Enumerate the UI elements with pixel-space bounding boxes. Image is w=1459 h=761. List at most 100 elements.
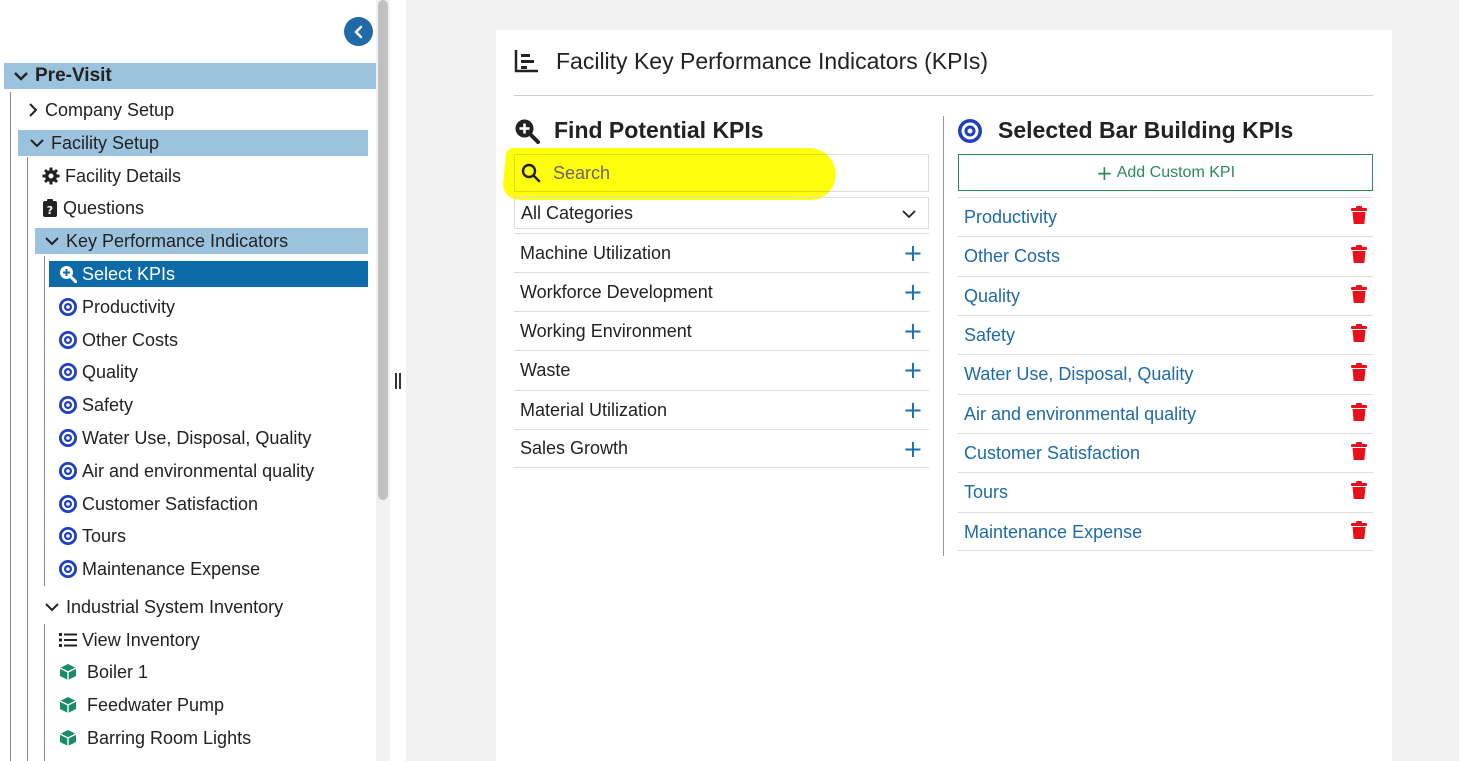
tree-line [10, 92, 11, 761]
sidebar: Pre-Visit Company Setup Facility Setup F… [0, 0, 390, 761]
nav-company-setup[interactable]: Company Setup [26, 97, 366, 123]
nav-inventory-item[interactable]: Boiler 1 [59, 659, 359, 685]
selected-kpi-row[interactable]: Water Use, Disposal, Quality [958, 354, 1373, 393]
selected-kpi-link[interactable]: Air and environmental quality [964, 403, 1197, 424]
nav-kpi-water-use[interactable]: Water Use, Disposal, Quality [59, 425, 359, 451]
nav-label: Boiler 1 [87, 661, 149, 682]
selected-kpi-link[interactable]: Productivity [964, 206, 1058, 227]
nav-label: View Inventory [82, 629, 200, 650]
title-divider [514, 95, 1373, 96]
nav-label: Feedwater Pump [87, 694, 225, 715]
nav-kpi-maintenance-expense[interactable]: Maintenance Expense [59, 556, 359, 582]
clipboard-question-icon: ? [42, 199, 58, 217]
nav-label: Facility Details [65, 165, 182, 186]
panel-splitter[interactable] [390, 0, 406, 761]
available-kpi-row[interactable]: Material Utilization + [514, 390, 929, 429]
add-icon[interactable]: + [902, 278, 923, 306]
collapse-sidebar-button[interactable] [344, 17, 373, 46]
selected-list-bottom-border [958, 550, 1373, 551]
available-kpi-row[interactable]: Working Environment + [514, 311, 929, 350]
available-kpi-row[interactable]: Sales Growth + [514, 429, 929, 468]
selected-kpi-link[interactable]: Water Use, Disposal, Quality [964, 363, 1194, 384]
cube-icon [59, 663, 77, 681]
nav-label: Barring Room Lights [87, 727, 252, 748]
selected-kpi-row[interactable]: Air and environmental quality [958, 394, 1373, 433]
available-kpi-row[interactable]: Waste + [514, 350, 929, 389]
nav-label: Maintenance Expense [82, 558, 261, 579]
search-input[interactable] [553, 162, 893, 184]
nav-industrial-system-inventory[interactable]: Industrial System Inventory [43, 594, 363, 620]
selected-kpi-row[interactable]: Safety [958, 315, 1373, 354]
search-plus-icon [514, 118, 540, 144]
nav-facility-details[interactable]: Facility Details [42, 163, 362, 189]
chart-bar-icon [514, 49, 540, 75]
category-select-value: All Categories [521, 202, 634, 223]
chevron-down-icon [902, 203, 916, 224]
trash-icon[interactable] [1351, 205, 1367, 229]
nav-inventory-item[interactable]: Feedwater Pump [59, 692, 359, 718]
cube-icon [59, 729, 77, 747]
trash-icon[interactable] [1351, 480, 1367, 504]
trash-icon[interactable] [1351, 441, 1367, 465]
selected-kpi-row[interactable]: Quality [958, 276, 1373, 315]
nav-kpi-tours[interactable]: Tours [59, 523, 359, 549]
nav-kpi-other-costs[interactable]: Other Costs [59, 327, 359, 353]
nav-label: Water Use, Disposal, Quality [82, 427, 312, 448]
add-icon[interactable]: + [902, 356, 923, 384]
nav-key-performance-indicators[interactable]: Key Performance Indicators [35, 228, 368, 254]
find-kpis-heading: Find Potential KPIs [514, 117, 764, 144]
nav-kpi-customer-satisfaction[interactable]: Customer Satisfaction [59, 491, 359, 517]
nav-inventory-item[interactable]: Barring Room Lights [59, 725, 359, 751]
nav-kpi-safety[interactable]: Safety [59, 392, 359, 418]
nav-label: Safety [82, 394, 134, 415]
available-kpi-label: Working Environment [520, 320, 692, 341]
list-icon [59, 631, 77, 649]
category-select[interactable]: All Categories [514, 197, 929, 229]
add-custom-kpi-button[interactable]: + Add Custom KPI [958, 154, 1373, 191]
trash-icon[interactable] [1351, 284, 1367, 308]
add-icon[interactable]: + [902, 239, 923, 267]
sidebar-scrollbar[interactable] [376, 0, 390, 761]
page-title: Facility Key Performance Indicators (KPI… [514, 48, 988, 75]
nav-kpi-productivity[interactable]: Productivity [59, 294, 359, 320]
target-icon [59, 429, 77, 447]
selected-kpi-link[interactable]: Safety [964, 324, 1016, 345]
available-kpi-row[interactable]: Machine Utilization + [514, 233, 929, 272]
selected-kpi-row[interactable]: Maintenance Expense [958, 512, 1373, 551]
nav-view-inventory[interactable]: View Inventory [59, 627, 359, 653]
nav-label: Quality [82, 361, 139, 382]
trash-icon[interactable] [1351, 362, 1367, 386]
nav-kpi-air-quality[interactable]: Air and environmental quality [59, 458, 359, 484]
available-kpi-row[interactable]: Workforce Development + [514, 272, 929, 311]
nav-kpi-quality[interactable]: Quality [59, 359, 359, 385]
selected-kpi-row[interactable]: Productivity [958, 197, 1373, 236]
nav-select-kpis[interactable]: Select KPIs [49, 261, 368, 287]
add-icon[interactable]: + [902, 317, 923, 345]
trash-icon[interactable] [1351, 520, 1367, 544]
trash-icon[interactable] [1351, 244, 1367, 268]
nav-questions[interactable]: ? Questions [42, 195, 362, 221]
nav-label: Key Performance Indicators [66, 230, 289, 251]
nav-label: Air and environmental quality [82, 460, 315, 481]
search-icon [521, 162, 543, 184]
available-kpi-label: Material Utilization [520, 399, 668, 420]
selected-kpi-link[interactable]: Other Costs [964, 245, 1061, 266]
add-icon[interactable]: + [902, 434, 923, 463]
selected-kpi-link[interactable]: Quality [964, 285, 1021, 306]
target-icon [59, 462, 77, 480]
selected-kpi-link[interactable]: Tours [964, 481, 1009, 502]
trash-icon[interactable] [1351, 323, 1367, 347]
selected-kpi-row[interactable]: Other Costs [958, 236, 1373, 275]
trash-icon[interactable] [1351, 402, 1367, 426]
find-kpis-heading-text: Find Potential KPIs [554, 117, 764, 143]
nav-pre-visit[interactable]: Pre-Visit [4, 63, 377, 89]
selected-kpi-row[interactable]: Tours [958, 472, 1373, 511]
nav-facility-setup[interactable]: Facility Setup [18, 130, 368, 156]
selected-kpi-link[interactable]: Customer Satisfaction [964, 442, 1141, 463]
sidebar-scrollbar-thumb[interactable] [378, 0, 388, 500]
target-icon [958, 118, 984, 144]
selected-kpi-row[interactable]: Customer Satisfaction [958, 433, 1373, 472]
selected-kpi-link[interactable]: Maintenance Expense [964, 521, 1143, 542]
add-icon[interactable]: + [902, 396, 923, 424]
chevron-down-icon [12, 67, 30, 85]
